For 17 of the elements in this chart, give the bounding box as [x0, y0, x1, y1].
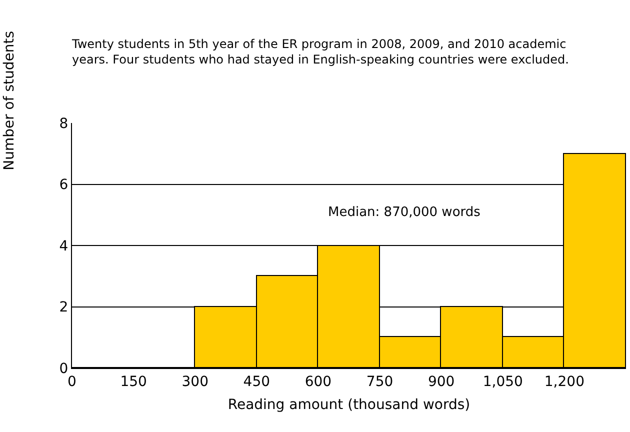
x-tick-label: 1,200: [544, 374, 584, 390]
annotation: Median: 870,000 words: [328, 205, 481, 220]
x-tick-label: 750: [366, 374, 394, 390]
y-tick-label: 8: [59, 116, 68, 132]
chart-title: Twenty students in 5th year of the ER program in 2008, 2009, and 2010 academic years. Four students who had stayed in English-speaking countries were excluded.: [71, 37, 569, 67]
x-tick-label: 450: [243, 374, 270, 390]
y-tick-label: 6: [59, 177, 68, 194]
x-tick-label: 300: [182, 374, 208, 390]
x-tick-label: 150: [120, 374, 147, 390]
x-axis-title: Reading amount (thousand words): [228, 397, 470, 414]
x-tick-label: 900: [428, 374, 455, 390]
x-tick-label: 600: [304, 374, 332, 390]
y-tick-label: 2: [59, 300, 68, 316]
x-tick-label: 1,050: [482, 374, 523, 390]
y-tick-label: 0: [59, 360, 68, 377]
y-axis-title: Number of students: [2, 30, 18, 170]
y-tick-label: 4: [59, 238, 68, 254]
